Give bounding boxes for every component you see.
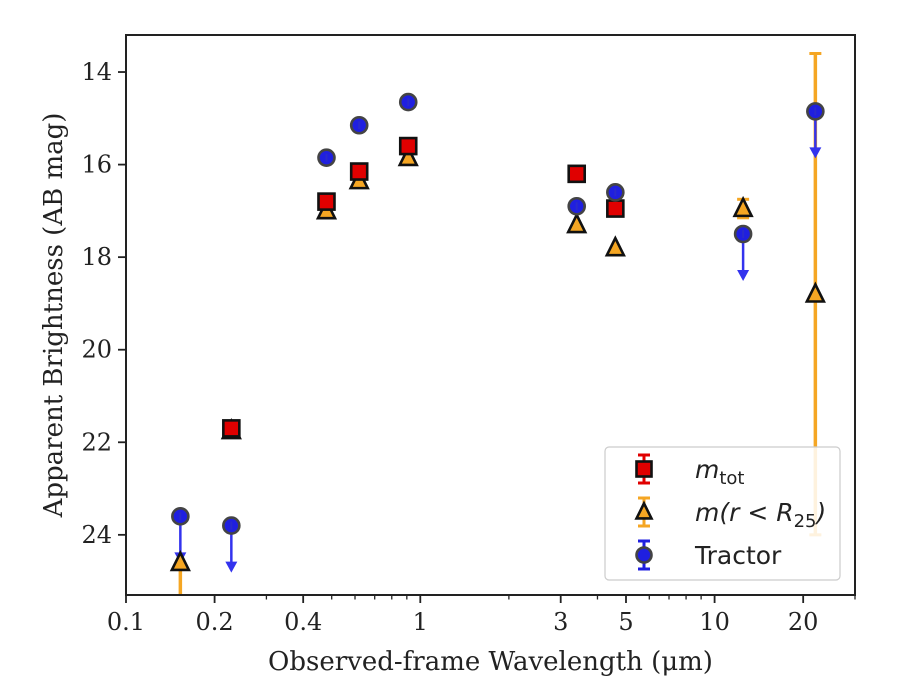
- x-tick-label: 0.4: [284, 608, 322, 636]
- y-tick-label: 18: [81, 243, 112, 271]
- legend-marker-square: [635, 460, 653, 478]
- x-tick-label: 3: [553, 608, 568, 636]
- legend-label: m(r < R25): [695, 498, 826, 532]
- upper-limit-arrowhead: [225, 561, 238, 573]
- legend: mtot m(r < R25) Tractor: [604, 446, 841, 581]
- x-tick-label: 10: [699, 608, 730, 636]
- y-tick-label: 24: [81, 521, 112, 549]
- triangle-point: [169, 549, 191, 572]
- axes-ticks: 0.1 0.2 0.4 1 3 5 10 20 14 16 18 20 22 24: [81, 58, 856, 636]
- triangle-point: [732, 195, 754, 218]
- square-point: [222, 419, 241, 438]
- square-point: [606, 199, 625, 218]
- x-tick-label: 1: [413, 608, 428, 636]
- x-tick-label: 0.2: [196, 608, 234, 636]
- triangle-point: [397, 144, 419, 167]
- legend-label: Tractor: [694, 541, 782, 570]
- triangle-point: [604, 235, 626, 257]
- y-tick-label: 22: [81, 428, 112, 456]
- legend-label: mtot: [695, 455, 745, 489]
- x-tick-label: 0.1: [107, 608, 145, 636]
- triangle-point: [804, 281, 826, 303]
- x-axis-label: Observed-frame Wavelength (μm): [268, 647, 713, 677]
- square-point: [398, 136, 418, 156]
- square-point: [349, 162, 369, 181]
- y-tick-label: 16: [81, 151, 112, 179]
- triangle-point: [566, 212, 588, 234]
- x-tick-label: 5: [618, 608, 633, 636]
- upper-limit-arrowhead: [809, 147, 822, 159]
- x-tick-label: 20: [788, 608, 819, 636]
- y-tick-label: 14: [81, 58, 112, 86]
- square-point: [567, 164, 587, 184]
- square-point: [317, 192, 336, 211]
- y-axis-label: Apparent Brightness (AB mag): [39, 113, 69, 519]
- legend-marker-circle: [635, 546, 653, 564]
- upper-limit-arrowhead: [737, 270, 750, 282]
- axes-frame: [125, 34, 856, 596]
- y-tick-label: 20: [81, 336, 112, 364]
- legend-marker-triangle: [634, 500, 654, 520]
- legend-box: [604, 446, 841, 581]
